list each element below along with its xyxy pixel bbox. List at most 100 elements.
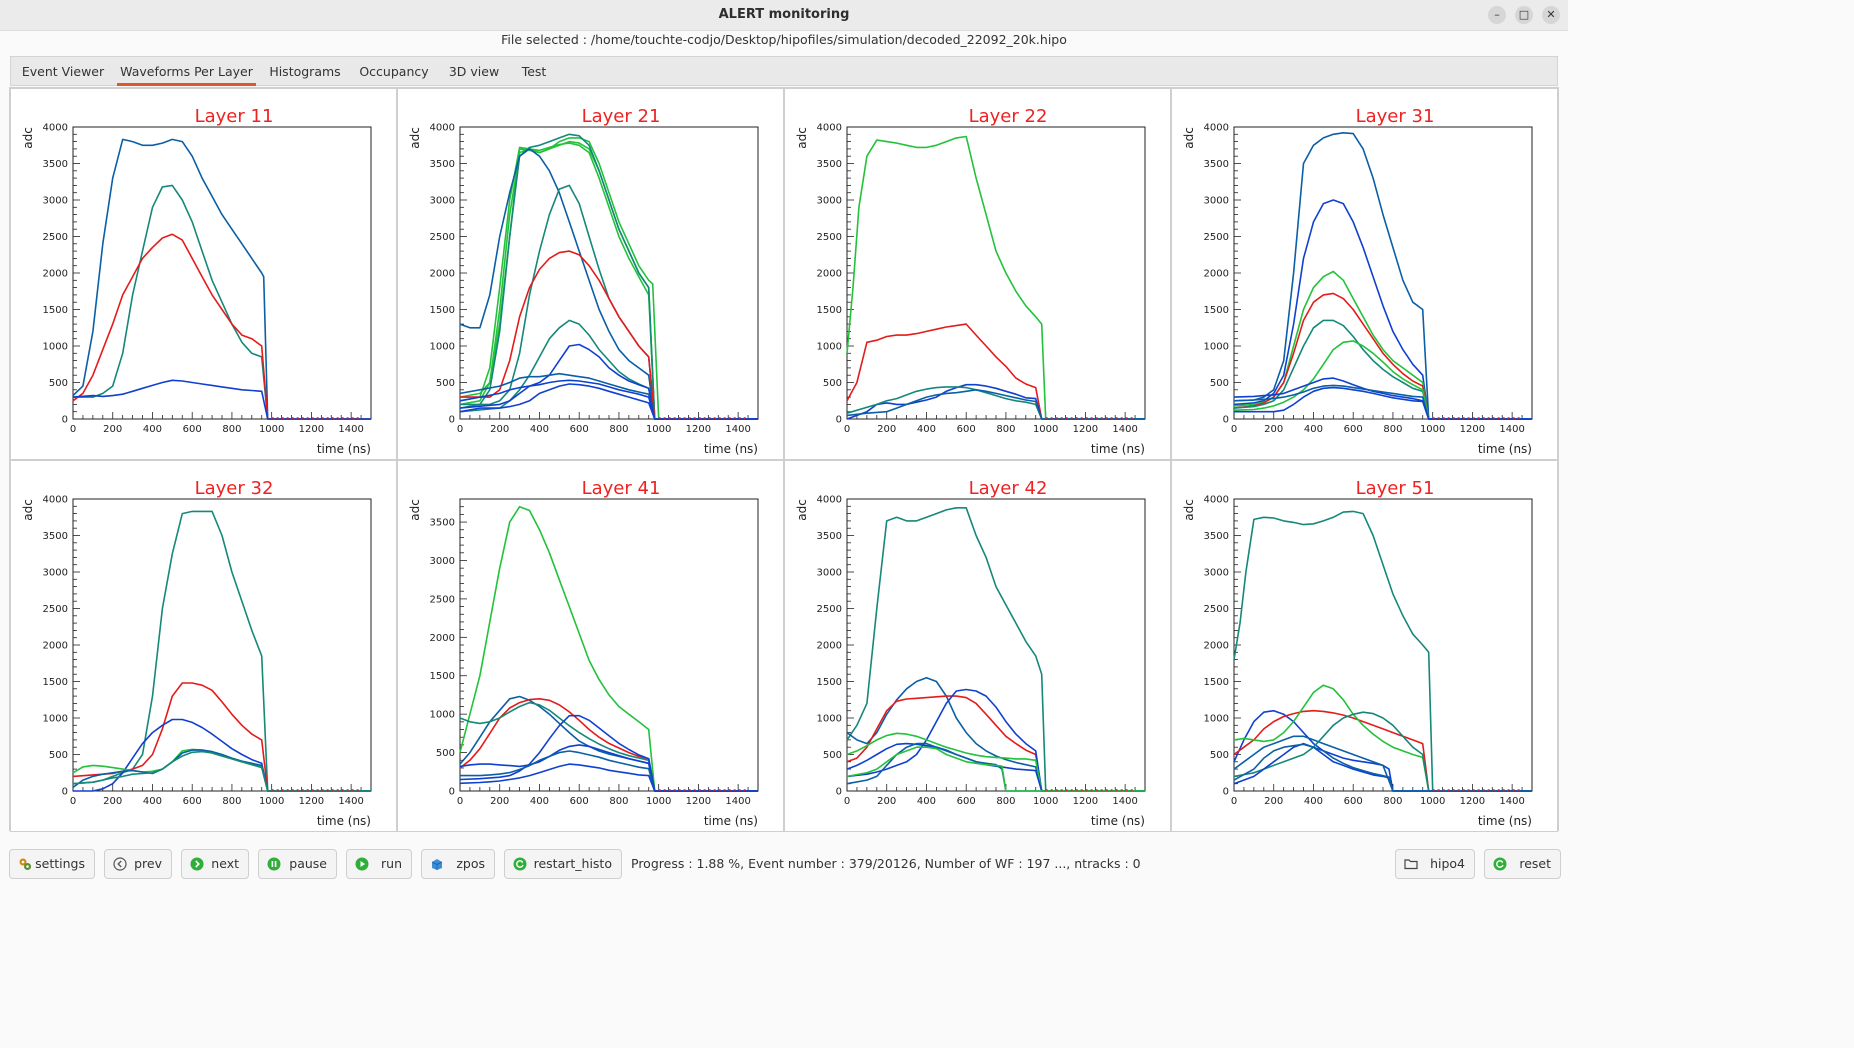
x-tick-label: 1200 <box>299 424 324 435</box>
y-tick-label: 1500 <box>43 677 68 688</box>
x-tick-label: 0 <box>1231 424 1237 435</box>
prev-button[interactable]: prev <box>104 849 172 879</box>
x-tick-label: 0 <box>70 424 76 435</box>
y-axis-label: adc <box>408 499 422 521</box>
y-tick-label: 3000 <box>1204 568 1229 579</box>
waveform-series-3 <box>459 142 758 420</box>
x-tick-label: 0 <box>457 424 463 435</box>
x-tick-label: 200 <box>490 424 509 435</box>
chart-layer-51[interactable]: Layer 51 adc time (ns) 0 500 1000 1500 2000 2500… <box>1171 460 1558 832</box>
x-tick-label: 800 <box>1383 796 1402 807</box>
y-axis-label: adc <box>1182 127 1196 149</box>
x-axis-label: time (ns) <box>317 814 371 828</box>
y-tick-label: 3500 <box>430 518 455 529</box>
zpos-button[interactable]: zpos <box>421 849 495 879</box>
y-tick-label: 0 <box>836 787 842 798</box>
y-tick-label: 0 <box>1223 787 1229 798</box>
y-tick-label: 3000 <box>43 196 68 207</box>
y-tick-label: 500 <box>436 378 455 389</box>
tab-occupancy[interactable]: Occupancy <box>359 64 429 79</box>
minimize-icon[interactable]: – <box>1488 6 1506 24</box>
chart-layer-42[interactable]: Layer 42 adc time (ns) 0 500 1000 1500 2000 2500… <box>784 460 1171 832</box>
y-tick-label: 4000 <box>43 123 68 134</box>
waveform-series-3 <box>72 233 371 420</box>
tab-3d-view[interactable]: 3D view <box>448 64 500 79</box>
next-icon <box>190 857 204 871</box>
y-tick-label: 3500 <box>430 159 455 170</box>
waveform-series-11 <box>459 379 758 420</box>
y-tick-label: 4000 <box>1204 495 1229 506</box>
reset-button[interactable]: reset <box>1484 849 1561 879</box>
y-tick-label: 3500 <box>43 159 68 170</box>
y-tick-label: 2000 <box>43 641 68 652</box>
y-tick-label: 2500 <box>817 232 842 243</box>
waveform-series-6 <box>72 750 371 792</box>
reset-label: reset <box>1519 856 1551 871</box>
chart-layer-41[interactable]: Layer 41 adc time (ns) 0 500 1000 1500 2000 2500… <box>397 460 784 832</box>
y-tick-label: 3500 <box>1204 159 1229 170</box>
y-tick-label: 2500 <box>1204 604 1229 615</box>
x-tick-label: 0 <box>844 424 850 435</box>
y-tick-label: 0 <box>449 787 455 798</box>
tab-test[interactable]: Test <box>521 64 547 79</box>
file-selected-label: File selected : /home/touchte-codjo/Desk… <box>501 32 1067 47</box>
y-tick-label: 3000 <box>817 196 842 207</box>
y-tick-label: 3500 <box>43 531 68 542</box>
x-tick-label: 600 <box>1344 424 1363 435</box>
y-tick-label: 500 <box>823 378 842 389</box>
y-tick-label: 3500 <box>817 531 842 542</box>
x-tick-label: 800 <box>222 424 241 435</box>
y-tick-label: 2000 <box>1204 269 1229 280</box>
waveform-series-6 <box>1233 340 1532 420</box>
y-tick-label: 500 <box>49 378 68 389</box>
x-tick-label: 200 <box>1264 424 1283 435</box>
waveform-series-2 <box>846 323 1145 420</box>
waveform-series-4 <box>1233 684 1532 792</box>
y-tick-label: 500 <box>823 750 842 761</box>
waveform-series-3 <box>459 698 758 792</box>
tab-histograms[interactable]: Histograms <box>269 64 341 79</box>
x-tick-label: 1200 <box>686 424 711 435</box>
x-tick-label: 600 <box>183 424 202 435</box>
next-button[interactable]: next <box>181 849 249 879</box>
waveform-series-4 <box>72 379 371 420</box>
y-axis-label: adc <box>21 499 35 521</box>
chart-title: Layer 21 <box>582 106 661 127</box>
chart-title: Layer 22 <box>969 106 1048 127</box>
y-tick-label: 500 <box>49 750 68 761</box>
waveform-series-2 <box>1233 709 1532 792</box>
y-tick-label: 1000 <box>817 342 842 353</box>
x-tick-label: 1200 <box>1073 796 1098 807</box>
zpos-label: zpos <box>456 856 485 871</box>
y-tick-label: 1500 <box>430 671 455 682</box>
settings-button[interactable]: settings <box>9 849 95 879</box>
waveform-series-4 <box>846 688 1145 792</box>
run-button[interactable]: run <box>346 849 412 879</box>
close-icon[interactable]: ✕ <box>1542 6 1560 24</box>
pause-button[interactable]: pause <box>258 849 337 879</box>
tab-event-viewer[interactable]: Event Viewer <box>21 64 105 79</box>
waveform-series-9 <box>1234 386 1532 420</box>
chart-layer-11[interactable]: Layer 11 adc time (ns) 0 500 1000 1500 2000 2500… <box>10 88 397 460</box>
chart-layer-32[interactable]: Layer 32 adc time (ns) 0 500 1000 1500 2000 2500… <box>10 460 397 832</box>
x-tick-label: 800 <box>996 424 1015 435</box>
waveform-series-3 <box>1233 709 1532 792</box>
waveform-series-2 <box>1233 199 1532 420</box>
pause-label: pause <box>289 856 327 871</box>
plot-frame <box>72 498 372 792</box>
x-tick-label: 600 <box>570 796 589 807</box>
waveform-series-10 <box>459 372 758 420</box>
chart-layer-21[interactable]: Layer 21 adc time (ns) 0 500 1000 1500 2000 2500… <box>397 88 784 460</box>
chart-layer-22[interactable]: Layer 22 adc time (ns) 0 500 1000 1500 2000 2500… <box>784 88 1171 460</box>
chart-layer-31[interactable]: Layer 31 adc time (ns) 0 500 1000 1500 2000 2500… <box>1171 88 1558 460</box>
waveform-series-1 <box>1233 510 1532 792</box>
next-label: next <box>211 856 239 871</box>
restart-histo-button[interactable]: restart_histo <box>504 849 622 879</box>
hipo4-button[interactable]: hipo4 <box>1395 849 1475 879</box>
tab-waveforms-per-layer[interactable]: Waveforms Per Layer <box>117 57 256 86</box>
maximize-icon[interactable]: □ <box>1515 6 1533 24</box>
x-tick-label: 400 <box>530 424 549 435</box>
